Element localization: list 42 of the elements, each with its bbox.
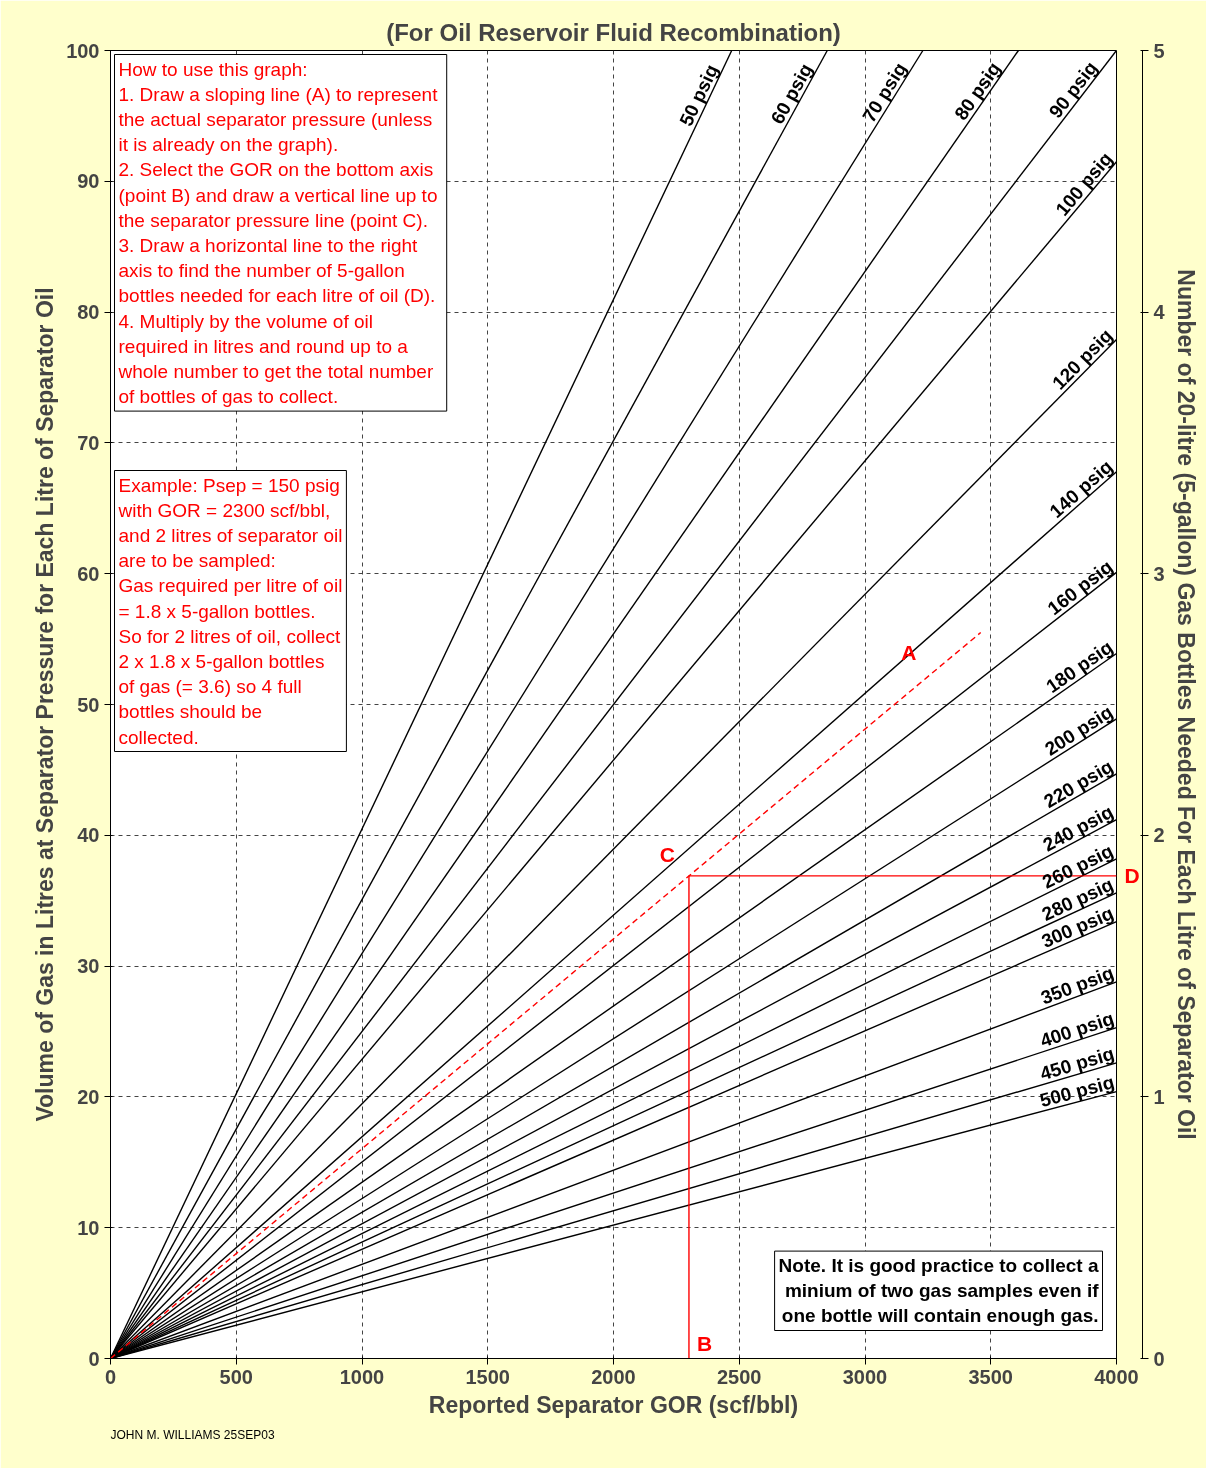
y2-tick-label: 1 [1153,1085,1165,1108]
y-tick-label: 10 [77,1216,100,1239]
text: 60 psig [766,60,817,128]
annotation: B [696,1331,713,1355]
y-tick-label: 20 [77,1085,100,1108]
x-tick-label: 1500 [465,1365,510,1388]
y-tick-label: 90 [77,170,100,193]
text: 350 psig [1037,962,1117,1009]
y2-tick-label: 5 [1153,39,1165,62]
text: How to use this graph: 1. Draw a sloping line (A) to represent the actual separator pressure (unless it is already on the graph). 2. Select the GOR on the bottom axis (point B) and draw a vertical line up to the separator pressure line (point C). 3. Draw a horizontal line to the right axis to find the number of 5-gallon bottles needed for each litre of oil (D). 4. Multiply by the volume of oil required in litres and round up to a whole number to get the total number of bottles of gas to collect. [118,58,438,408]
text: 180 psig [1042,636,1117,698]
y-tick-label: 30 [77,955,100,978]
y2-tick-label: 3 [1153,562,1165,585]
chart-title: (For Oil Reservoir Fluid Recombination) [386,18,841,46]
x-tick-label: 0 [104,1365,117,1388]
y-tick-label: 100 [66,39,100,62]
x-tick-label: 2500 [717,1365,762,1388]
y-tick-label: 0 [88,1347,100,1370]
y-tick-label: 50 [77,693,100,716]
x-tick-label: 3500 [968,1365,1013,1388]
x-tick-label: 500 [219,1365,253,1388]
text: 50 psig [675,61,723,130]
annotation: C [659,842,675,866]
y2-tick-label: 2 [1153,824,1165,847]
text: Example: Psep = 150 psig with GOR = 2300 scf/bbl, and 2 litres of separator oil are to be sampled: Gas required per litre of oil = 1.8 x 5-gallon bottles. So for 2 litres of oil, collect 2 x 1.8 x 5-gallon bottles of gas (= 3.6) so 4 full bottles should be collected. [118,474,343,748]
y-tick-label: 60 [77,562,100,585]
x-tick-label: 4000 [1094,1365,1139,1388]
y2-tick-label: 4 [1153,301,1166,324]
x-axis-title: Reported Separator GOR (scf/bbl) [428,1391,799,1418]
text: JOHN M. WILLIAMS 25SEP03 [110,1427,275,1442]
x-tick-label: 2000 [591,1365,636,1388]
y-tick-label: 80 [77,301,100,324]
y2-tick-label: 0 [1153,1347,1165,1370]
x-tick-label: 1000 [339,1365,385,1388]
y-tick-label: 40 [77,824,100,847]
y-axis-title: Volume of Gas in Litres at Separator Pressure for Each Litre of Separator Oil [32,287,59,1122]
text: 200 psig [1041,701,1117,760]
x-tick-label: 3000 [842,1365,888,1388]
annotation: Note. It is good practice to collect a minium of two gas samples even if one bottle will contain enough gas. [778,1255,1100,1327]
y2-axis-title: Number of 20-litre (5-gallon) Gas Bottles Needed For Each Litre of Separator Oil [1172,269,1199,1140]
annotation: D [1124,864,1140,888]
y-tick-label: 70 [77,431,100,454]
